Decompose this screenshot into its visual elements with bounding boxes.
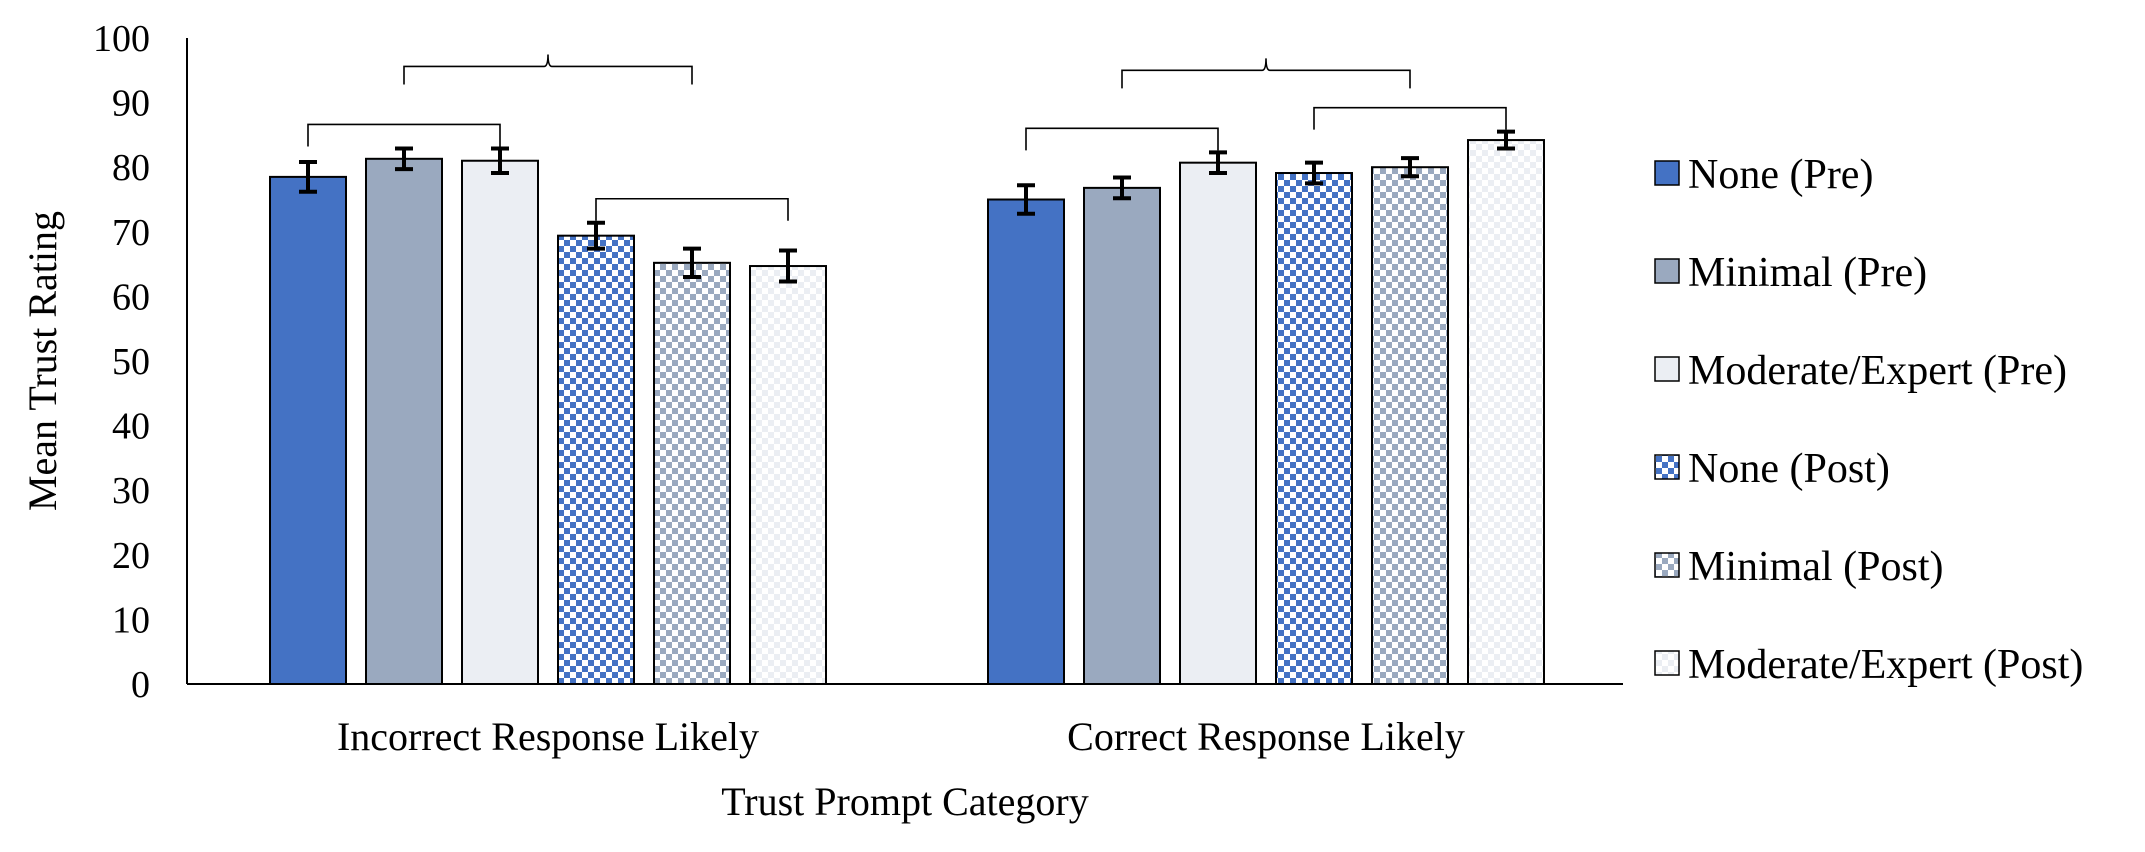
error-bar [1401, 156, 1419, 179]
category-label: Correct Response Likely [1067, 714, 1465, 759]
bar [1275, 172, 1353, 685]
legend-item: None (Pre) [1654, 152, 1873, 198]
error-bar [1017, 183, 1035, 216]
significance-bracket [595, 197, 789, 221]
legend-swatch [1654, 552, 1680, 578]
significance-brackets [307, 54, 1507, 221]
bar [365, 157, 443, 685]
significance-brace [403, 54, 693, 85]
error-bar [491, 146, 509, 176]
error-bar [1113, 175, 1131, 201]
legend-label: None (Pre) [1688, 152, 1873, 198]
y-tick-label: 40 [112, 406, 150, 448]
error-bar [587, 220, 605, 251]
legend: None (Pre) Minimal (Pre) Moderate/Expert (… [1654, 152, 2083, 688]
y-tick-label: 80 [112, 147, 150, 189]
y-tick-label: 100 [93, 18, 150, 60]
bar [749, 265, 827, 685]
legend-swatch [1654, 160, 1680, 186]
bar [1179, 161, 1257, 686]
bar [557, 234, 635, 685]
y-tick-label: 20 [112, 535, 150, 577]
legend-swatch [1654, 454, 1680, 480]
y-axis-title: Mean Trust Rating [20, 211, 65, 511]
bar [1371, 166, 1449, 685]
legend-item: Minimal (Post) [1654, 544, 1944, 590]
legend-label: Moderate/Expert (Pre) [1688, 348, 2067, 394]
legend-swatch [1654, 650, 1680, 676]
legend-label: None (Post) [1688, 446, 1890, 492]
y-axis-ticks: 0 10 20 30 40 50 60 70 80 90 100 [93, 18, 150, 706]
legend-item: Moderate/Expert (Pre) [1654, 348, 2067, 394]
legend-swatch [1654, 258, 1680, 284]
y-tick-label: 10 [112, 599, 150, 641]
plot-area [269, 129, 1545, 686]
legend-item: Moderate/Expert (Post) [1654, 642, 2083, 688]
significance-bracket [1313, 106, 1507, 130]
y-tick-label: 90 [112, 83, 150, 125]
error-bar [299, 160, 317, 194]
y-tick-label: 60 [112, 276, 150, 318]
legend-swatch [1654, 356, 1680, 382]
y-tick-label: 70 [112, 212, 150, 254]
category-labels: Incorrect Response Likely Correct Respons… [337, 714, 1465, 759]
x-axis-title: Trust Prompt Category [721, 779, 1088, 824]
significance-bracket [307, 123, 501, 147]
bar [1467, 139, 1545, 685]
bar [987, 198, 1065, 685]
bar [461, 159, 539, 686]
bar [653, 261, 731, 685]
y-tick-label: 30 [112, 470, 150, 512]
significance-bracket [1025, 127, 1219, 151]
legend-item: Minimal (Pre) [1654, 250, 1927, 296]
legend-label: Minimal (Post) [1688, 544, 1944, 590]
error-bar [1497, 129, 1515, 151]
legend-label: Minimal (Pre) [1688, 250, 1927, 296]
bar [269, 175, 347, 685]
legend-label: Moderate/Expert (Post) [1688, 642, 2083, 688]
error-bar [1305, 160, 1323, 186]
error-bar [683, 246, 701, 280]
bar [1083, 186, 1161, 685]
category-label: Incorrect Response Likely [337, 714, 759, 759]
y-tick-label: 0 [131, 664, 150, 706]
error-bar [1209, 150, 1227, 176]
error-bar [395, 146, 413, 172]
error-bar [779, 248, 797, 284]
significance-brace [1121, 58, 1411, 89]
y-tick-label: 50 [112, 341, 150, 383]
legend-item: None (Post) [1654, 446, 1890, 492]
